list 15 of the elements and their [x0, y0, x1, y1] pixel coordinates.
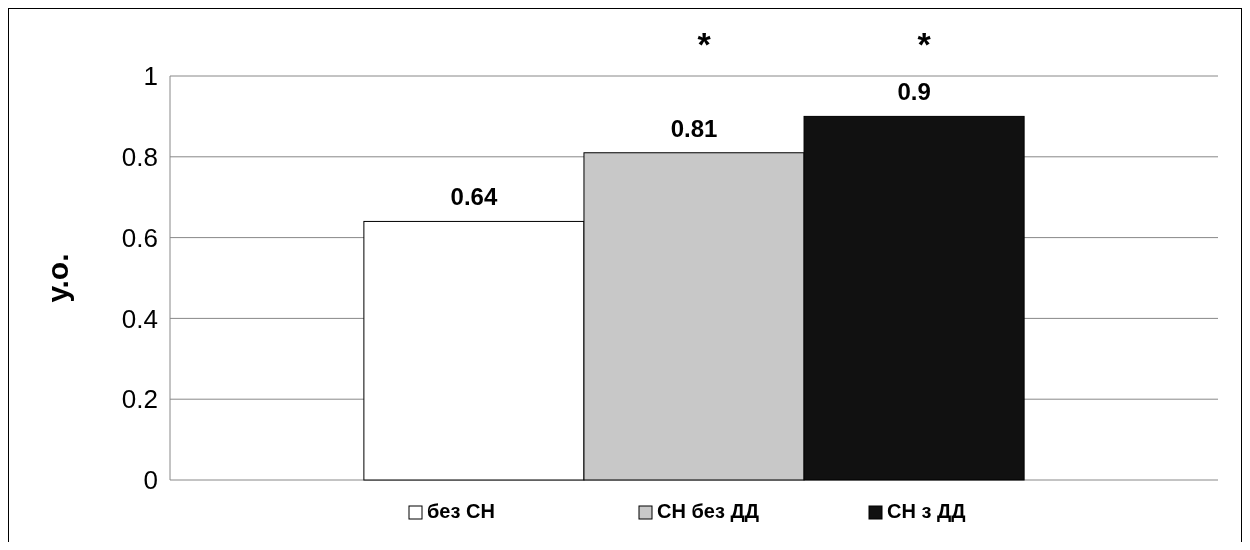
y-axis-title: у.о. — [41, 253, 74, 303]
y-tick-label: 1 — [143, 61, 158, 92]
legend-label: СН без ДД — [657, 500, 759, 522]
y-tick-label: 0 — [143, 465, 158, 496]
data-label: 0.64 — [450, 183, 498, 211]
text: * — [697, 25, 712, 63]
y-tick-label: 0.8 — [121, 141, 158, 172]
legend-label: СН з ДД — [887, 500, 966, 522]
text: * — [917, 25, 932, 63]
data-label: 0.81 — [670, 114, 718, 142]
y-tick-label: 0.2 — [121, 384, 158, 415]
y-tick-label: 0.6 — [121, 222, 158, 253]
y-tick-label: 0.4 — [121, 303, 158, 334]
legend-label: без СН — [427, 500, 495, 522]
data-label: 0.9 — [897, 78, 931, 106]
